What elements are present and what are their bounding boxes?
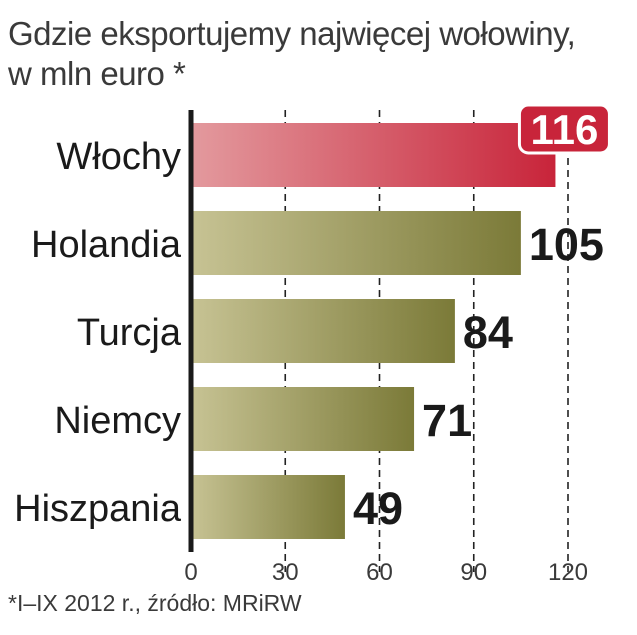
x-tick-label: 60	[366, 559, 393, 586]
value-label: 71	[422, 395, 472, 446]
footnote: *I–IX 2012 r., źródło: MRiRW	[8, 590, 302, 616]
x-tick-label: 120	[548, 559, 588, 586]
category-label: Niemcy	[54, 400, 181, 442]
chart-title: Gdzie eksportujemy najwięcej wołowiny, w…	[8, 14, 633, 94]
x-tick-label: 90	[460, 559, 487, 586]
value-label: 116	[531, 106, 599, 153]
bar-turcja	[191, 299, 455, 363]
value-label: 84	[463, 307, 513, 358]
chart-title-line-1: Gdzie eksportujemy najwięcej wołowiny,	[8, 15, 576, 52]
bar-niemcy	[191, 387, 415, 451]
x-tick-label: 30	[272, 559, 299, 586]
chart-title-line-2: w mln euro *	[8, 55, 186, 92]
category-label: Holandia	[31, 224, 182, 266]
x-tick-label: 0	[184, 559, 197, 586]
category-label: Hiszpania	[14, 488, 182, 530]
bar-włochy	[191, 123, 556, 187]
category-label: Włochy	[56, 136, 181, 178]
bar-holandia	[191, 211, 521, 275]
highlight-value-badge	[517, 103, 611, 155]
bar-hiszpania	[191, 475, 345, 539]
category-label: Turcja	[77, 312, 182, 354]
value-label: 49	[353, 483, 403, 534]
value-label: 105	[529, 219, 604, 270]
